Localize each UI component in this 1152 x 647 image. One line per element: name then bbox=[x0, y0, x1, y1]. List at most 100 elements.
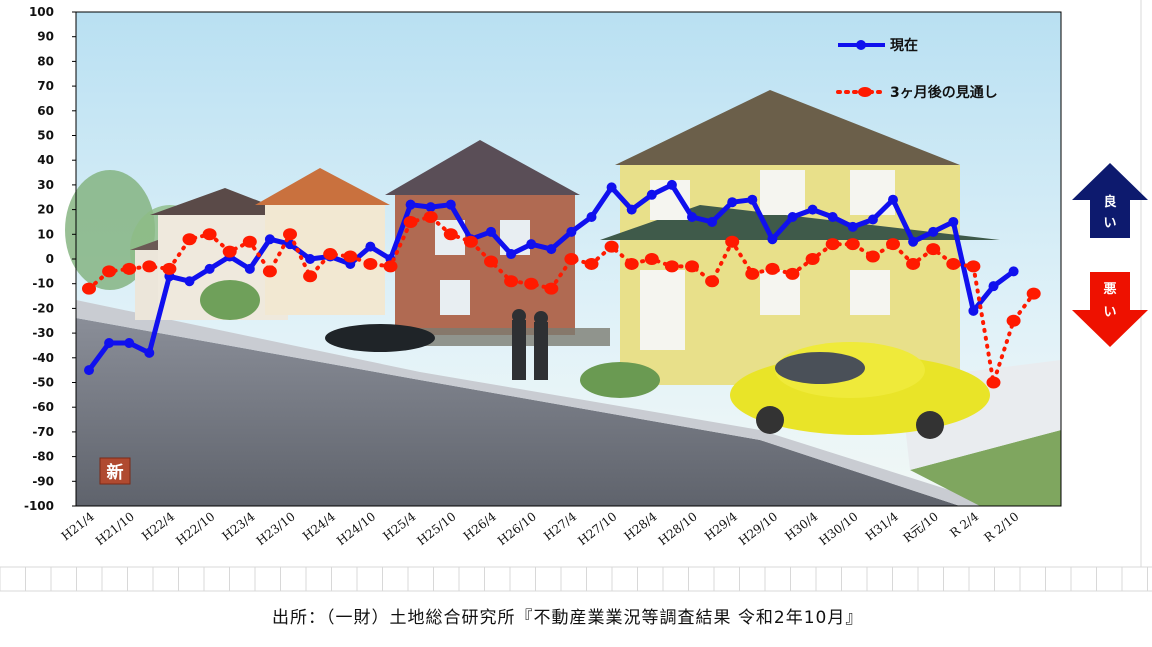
data-point-forecast bbox=[564, 253, 579, 265]
good-arrow: 良 い bbox=[1072, 163, 1148, 238]
data-point-current bbox=[928, 226, 939, 237]
y-tick-label: 100 bbox=[29, 5, 54, 19]
y-tick-label: -20 bbox=[32, 301, 54, 315]
source-note: 出所：（一財）土地総合研究所『不動産業業況等調査結果 令和2年10月』 bbox=[272, 608, 864, 628]
data-point-forecast bbox=[845, 238, 860, 251]
x-tick-label: H27/4 bbox=[541, 509, 579, 543]
y-tick-label: -60 bbox=[32, 400, 54, 414]
legend-current-marker bbox=[856, 40, 866, 50]
data-point-forecast bbox=[906, 257, 921, 270]
data-point-forecast bbox=[262, 265, 277, 278]
data-point-forecast bbox=[886, 238, 900, 251]
data-point-current bbox=[546, 244, 557, 255]
data-point-forecast bbox=[986, 376, 1001, 389]
data-point-forecast bbox=[644, 253, 659, 265]
x-tick-label: H31/4 bbox=[863, 509, 901, 543]
data-point-forecast bbox=[82, 282, 96, 295]
data-point-forecast bbox=[403, 215, 418, 228]
data-point-forecast bbox=[926, 243, 941, 256]
x-tick-label: R元/10 bbox=[901, 509, 941, 545]
y-tick-label: 70 bbox=[37, 79, 54, 93]
good-arrow-label-1: 良 bbox=[1103, 194, 1116, 210]
spreadsheet-grid bbox=[0, 0, 1152, 592]
data-point-current bbox=[244, 263, 255, 274]
bad-arrow-label-1: 悪 bbox=[1103, 282, 1116, 297]
data-point-forecast bbox=[584, 257, 599, 270]
data-point-forecast bbox=[202, 228, 217, 241]
data-point-current bbox=[687, 212, 697, 223]
data-point-forecast bbox=[685, 260, 699, 273]
x-tick-label: H23/4 bbox=[220, 509, 258, 543]
y-tick-label: -40 bbox=[32, 351, 54, 365]
data-point-forecast bbox=[705, 275, 720, 288]
data-point-current bbox=[586, 212, 597, 223]
y-tick-label: -10 bbox=[32, 277, 54, 291]
data-point-forecast bbox=[162, 262, 177, 275]
data-point-forecast bbox=[504, 275, 519, 288]
data-point-forecast bbox=[946, 257, 961, 270]
data-point-current bbox=[445, 199, 456, 210]
series-forecast bbox=[82, 211, 1041, 389]
data-point-current bbox=[727, 197, 738, 208]
new-stamp: 新 bbox=[99, 457, 131, 485]
data-point-current bbox=[847, 221, 858, 232]
y-axis-ticks: 1009080706050403020100-10-20-30-40-50-60… bbox=[24, 5, 76, 513]
data-point-forecast bbox=[463, 235, 478, 248]
legend-forecast-label: 3ヶ月後の見通し bbox=[890, 84, 998, 101]
data-point-forecast bbox=[604, 240, 619, 253]
y-tick-label: -50 bbox=[32, 376, 54, 390]
data-point-current bbox=[827, 212, 838, 223]
y-tick-label: 50 bbox=[37, 129, 54, 143]
x-tick-label: H21/4 bbox=[59, 509, 97, 543]
data-point-forecast bbox=[805, 253, 820, 265]
y-tick-label: -90 bbox=[32, 474, 54, 488]
data-point-current bbox=[988, 281, 999, 292]
x-tick-label: H30/10 bbox=[817, 509, 861, 548]
data-point-forecast bbox=[383, 260, 398, 273]
data-point-forecast bbox=[122, 262, 137, 275]
data-point-forecast bbox=[745, 267, 760, 280]
y-tick-label: -100 bbox=[24, 499, 54, 513]
x-tick-label: H27/10 bbox=[575, 509, 619, 548]
data-point-current bbox=[506, 249, 517, 260]
data-point-current bbox=[867, 214, 878, 225]
data-point-current bbox=[124, 337, 135, 348]
data-point-forecast bbox=[725, 235, 740, 248]
data-point-forecast bbox=[283, 228, 297, 241]
x-tick-label: H26/10 bbox=[495, 509, 539, 548]
data-point-current bbox=[807, 204, 818, 215]
data-point-current bbox=[1008, 266, 1019, 277]
x-tick-label: H28/4 bbox=[622, 509, 660, 543]
data-point-current bbox=[144, 347, 155, 358]
x-tick-label: H28/10 bbox=[656, 509, 700, 548]
data-point-current bbox=[606, 182, 617, 193]
bad-arrow-label-2: い bbox=[1103, 305, 1116, 320]
data-point-current bbox=[948, 216, 959, 227]
x-tick-label: H22/4 bbox=[139, 509, 177, 543]
data-point-forecast bbox=[484, 255, 498, 268]
y-tick-label: 60 bbox=[37, 104, 54, 118]
data-point-current bbox=[646, 189, 657, 200]
y-tick-label: -30 bbox=[32, 326, 54, 340]
data-point-current bbox=[84, 365, 94, 376]
new-stamp-label: 新 bbox=[107, 462, 124, 483]
data-point-current bbox=[888, 194, 898, 205]
data-point-forecast bbox=[423, 211, 438, 224]
y-tick-label: -80 bbox=[32, 450, 54, 464]
data-point-current bbox=[104, 337, 115, 348]
data-point-current bbox=[666, 179, 677, 190]
data-point-forecast bbox=[664, 260, 679, 273]
data-point-current bbox=[425, 202, 436, 213]
legend: 現在 3ヶ月後の見通し bbox=[836, 37, 998, 101]
x-tick-label: H22/10 bbox=[173, 509, 217, 548]
x-tick-label: H29/10 bbox=[736, 509, 780, 548]
data-point-forecast bbox=[343, 250, 358, 263]
data-point-current bbox=[566, 226, 577, 237]
good-arrow-label-2: い bbox=[1103, 216, 1116, 231]
x-tick-label: H21/10 bbox=[93, 509, 137, 548]
legend-current-label: 現在 bbox=[890, 37, 918, 54]
data-point-current bbox=[204, 263, 215, 274]
y-tick-label: 40 bbox=[37, 153, 54, 167]
data-point-forecast bbox=[102, 265, 117, 278]
